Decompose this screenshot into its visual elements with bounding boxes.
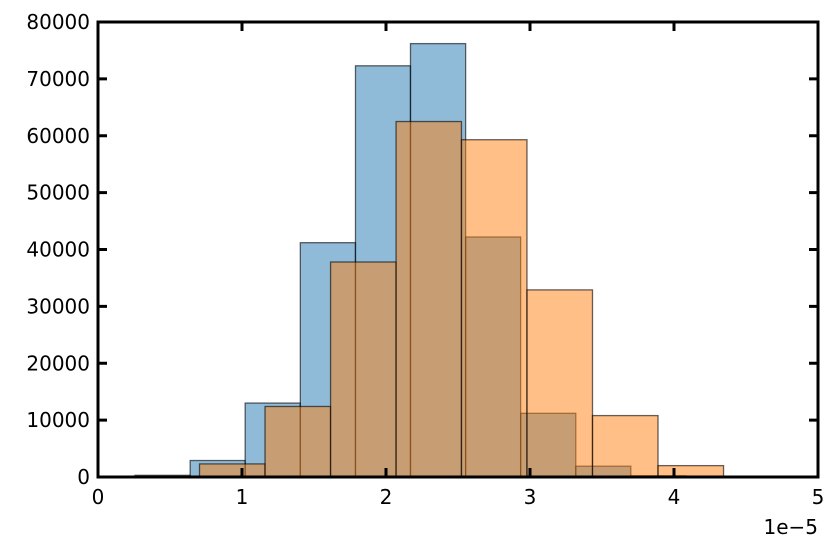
bar [395, 120, 463, 478]
x-tick-label: 1 [236, 485, 249, 509]
x-tick-label: 5 [812, 485, 825, 509]
bar [198, 463, 266, 478]
x-tick-label: 0 [92, 485, 105, 509]
x-tick-label: 2 [380, 485, 393, 509]
y-tick-label: 30000 [26, 294, 90, 318]
y-tick-label: 40000 [26, 238, 90, 262]
y-tick-label: 0 [77, 465, 90, 489]
bar [460, 139, 528, 478]
x-tick-label: 3 [524, 485, 537, 509]
y-tick-label: 60000 [26, 124, 90, 148]
y-tick-label: 20000 [26, 351, 90, 375]
x-tick-label: 4 [668, 485, 681, 509]
x-offset-label: 1e−5 [763, 515, 818, 539]
bar [329, 261, 397, 478]
bar [591, 414, 659, 478]
y-tick-label: 70000 [26, 67, 90, 91]
bar [526, 289, 594, 478]
bar [264, 405, 332, 478]
bar [657, 464, 725, 478]
y-tick-label: 10000 [26, 408, 90, 432]
y-tick-label: 80000 [26, 10, 90, 34]
y-tick-label: 50000 [26, 181, 90, 205]
